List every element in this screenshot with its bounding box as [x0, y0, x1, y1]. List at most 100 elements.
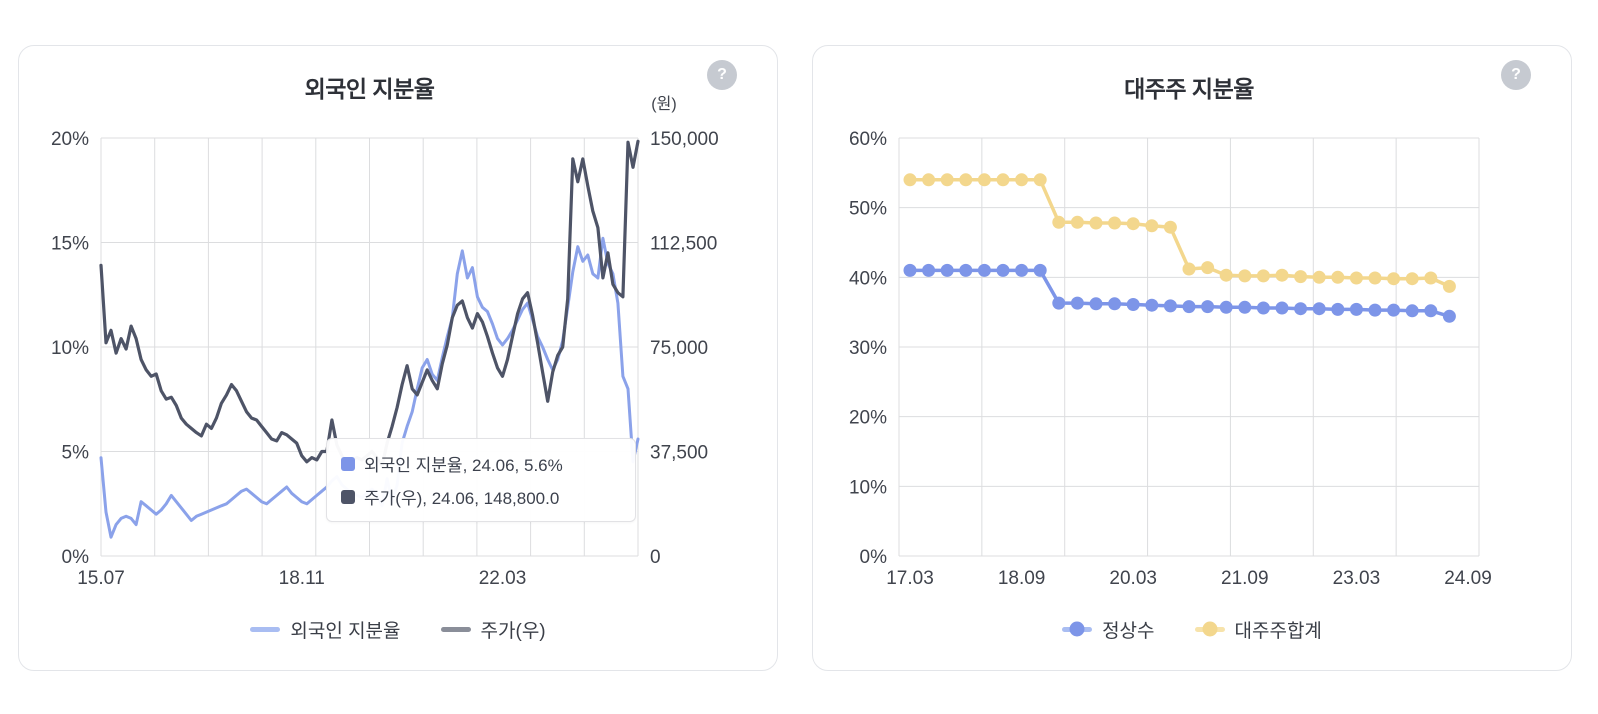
data-point-marker: [1145, 219, 1159, 233]
data-point-marker: [1424, 271, 1438, 285]
data-point-marker: [1256, 301, 1270, 315]
data-point-marker: [903, 263, 917, 277]
x-axis-tick-label: 24.09: [1444, 568, 1492, 589]
legend-line-swatch: [440, 626, 471, 632]
data-point-marker: [1424, 304, 1438, 318]
y-axis-tick-label: 10%: [849, 477, 887, 498]
data-point-marker: [1442, 309, 1456, 323]
legend-dot-swatch: [1202, 621, 1218, 637]
y-axis-tick-label: 5%: [62, 443, 90, 464]
data-point-marker: [1033, 173, 1047, 187]
chart-legend: 정상수 대주주합계: [813, 612, 1571, 646]
data-point-marker: [1349, 302, 1363, 316]
legend-item[interactable]: 외국인 지분율: [250, 616, 401, 643]
x-axis-tick-label: 15.07: [77, 568, 125, 589]
y-axis-tick-label: 0%: [62, 547, 90, 568]
legend-label: 주가(우): [480, 620, 546, 642]
legend-item[interactable]: 대주주합계: [1194, 616, 1322, 643]
help-button[interactable]: ?: [707, 60, 737, 90]
x-axis-tick-label: 22.03: [479, 568, 527, 589]
right-axis-tick-label: 150,000: [650, 129, 719, 150]
data-point-marker: [1108, 297, 1122, 311]
y-axis-tick-label: 10%: [51, 338, 89, 359]
legend-label: 외국인 지분율: [290, 620, 401, 642]
legend-label: 대주주합계: [1234, 620, 1322, 642]
data-point-marker: [1387, 303, 1401, 317]
data-point-marker: [1201, 300, 1215, 314]
right-axis-unit-label: (원): [651, 96, 677, 113]
data-point-marker: [1182, 300, 1196, 314]
data-point-marker: [996, 173, 1010, 187]
data-point-marker: [1312, 302, 1326, 316]
chart-title: 대주주 지분율: [1124, 76, 1254, 102]
chart-legend: 외국인 지분율 주가(우): [19, 612, 777, 646]
major-shareholder-chart[interactable]: 60% 50% 40% 30% 20% 10% 0%17.03 18.09 20.03 21.09…: [813, 46, 1572, 671]
data-point-marker: [977, 263, 991, 277]
data-point-marker: [1331, 270, 1345, 284]
x-axis-tick-label: 17.03: [886, 568, 934, 589]
x-axis-tick-label: 21.09: [1221, 568, 1269, 589]
right-axis-tick-label: 112,500: [650, 234, 717, 255]
chart-title: 외국인 지분율: [304, 76, 435, 102]
data-point-marker: [1163, 299, 1177, 313]
series-color-swatch: [341, 489, 355, 504]
data-point-marker: [1294, 270, 1308, 284]
legend-label: 정상수: [1102, 620, 1155, 642]
series-color-swatch: [341, 456, 355, 471]
data-point-marker: [1312, 270, 1326, 284]
data-point-marker: [959, 263, 973, 277]
foreign-ownership-chart[interactable]: 20% 15% 10% 5% 0% 150,000 112,500 75,000 37,500 0…: [19, 46, 778, 671]
data-point-marker: [1015, 263, 1029, 277]
data-point-marker: [1349, 271, 1363, 285]
data-point-marker: [1163, 220, 1177, 234]
data-point-marker: [1238, 269, 1252, 283]
x-axis-tick-label: 20.03: [1109, 568, 1157, 589]
data-point-marker: [903, 173, 917, 187]
data-point-marker: [977, 173, 991, 187]
data-point-marker: [1201, 261, 1215, 275]
data-point-marker: [1256, 269, 1270, 283]
y-axis-tick-label: 60%: [849, 129, 887, 150]
legend-line-swatch: [250, 626, 281, 632]
major-shareholder-card: ? 대주주 지분율 60% 50% 40% 30% 20% 10% 0% 17.03 18.09…: [812, 45, 1572, 671]
data-point-marker: [1368, 271, 1382, 285]
y-axis-tick-label: 15%: [51, 234, 89, 255]
data-point-marker: [1275, 268, 1289, 282]
data-point-marker: [1219, 300, 1233, 314]
data-point-marker: [940, 263, 954, 277]
data-point-marker: [1368, 303, 1382, 317]
data-point-marker: [1070, 296, 1084, 310]
data-point-marker: [940, 173, 954, 187]
data-point-marker: [1052, 296, 1066, 310]
question-icon: ?: [717, 66, 727, 83]
x-axis-tick-label: 18.09: [998, 568, 1046, 589]
tooltip-row: 주가(우), 24.06, 148,800.0: [341, 484, 621, 509]
tooltip-text: 주가(우), 24.06, 148,800.0: [364, 489, 560, 508]
data-point-marker: [1219, 268, 1233, 282]
data-point-marker: [1070, 215, 1084, 229]
legend-dot-swatch: [1069, 621, 1085, 637]
legend-item[interactable]: 정상수: [1062, 616, 1155, 643]
data-point-marker: [1294, 302, 1308, 316]
x-axis-tick-label: 18.11: [279, 568, 325, 589]
x-axis-tick-label: 23.03: [1333, 568, 1381, 589]
data-point-marker: [1089, 216, 1103, 230]
chart-tooltip: 외국인 지분율, 24.06, 5.6% 주가(우), 24.06, 148,8…: [326, 438, 636, 522]
y-axis-tick-label: 40%: [849, 268, 887, 289]
data-point-marker: [1238, 300, 1252, 314]
legend-line-swatch: [1062, 621, 1093, 637]
data-point-marker: [1089, 297, 1103, 311]
data-point-marker: [1145, 298, 1159, 312]
foreign-ownership-card: ? 외국인 지분율 (원) 20% 15% 10% 5% 0% 150,000 112,50…: [18, 45, 778, 671]
y-axis-tick-label: 0%: [860, 547, 888, 568]
data-point-marker: [1033, 263, 1047, 277]
y-axis-tick-label: 30%: [849, 338, 887, 359]
tooltip-row: 외국인 지분율, 24.06, 5.6%: [341, 451, 621, 476]
data-point-marker: [1052, 215, 1066, 229]
tooltip-text: 외국인 지분율, 24.06, 5.6%: [364, 456, 563, 475]
y-axis-tick-label: 20%: [51, 129, 89, 150]
legend-item[interactable]: 주가(우): [440, 616, 546, 643]
data-point-marker: [1405, 304, 1419, 318]
help-button[interactable]: ?: [1501, 60, 1531, 90]
